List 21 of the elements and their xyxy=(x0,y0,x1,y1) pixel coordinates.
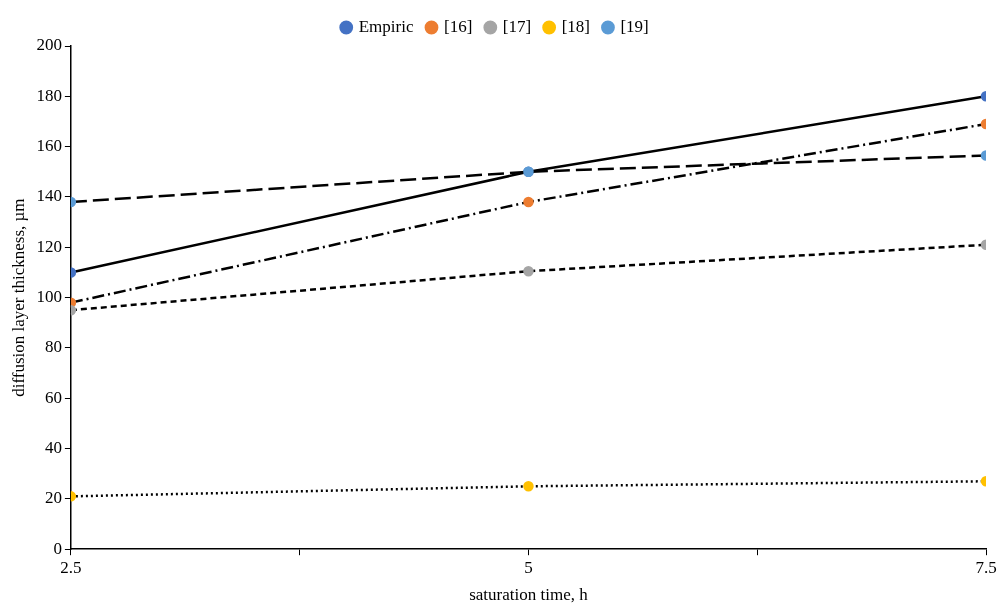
y-tick-label: 0 xyxy=(53,538,62,558)
legend-label: [19] xyxy=(620,16,649,36)
x-tick-label: 5 xyxy=(524,557,533,577)
legend-label: [18] xyxy=(561,16,590,36)
legend-label: [16] xyxy=(443,16,473,36)
y-tick-label: 140 xyxy=(36,186,62,206)
y-tick-label: 180 xyxy=(36,85,62,105)
y-tick-label: 120 xyxy=(36,236,62,256)
y-tick-label: 200 xyxy=(36,35,62,55)
y-tick-label: 60 xyxy=(44,387,62,407)
legend-label: [17] xyxy=(502,16,532,36)
legend-label: Empiric xyxy=(358,16,414,36)
y-tick-label: 80 xyxy=(44,337,62,357)
y-axis-title: diffusion layer thickness, µm xyxy=(8,198,28,397)
y-tick-label: 40 xyxy=(44,438,62,458)
y-tick-label: 160 xyxy=(36,136,62,156)
y-tick-label: 100 xyxy=(36,287,62,307)
x-tick-label: 2.5 xyxy=(60,557,82,577)
y-tick-label: 20 xyxy=(44,488,62,508)
x-tick-label: 7.5 xyxy=(975,557,997,577)
x-axis-title: saturation time, h xyxy=(469,585,589,605)
